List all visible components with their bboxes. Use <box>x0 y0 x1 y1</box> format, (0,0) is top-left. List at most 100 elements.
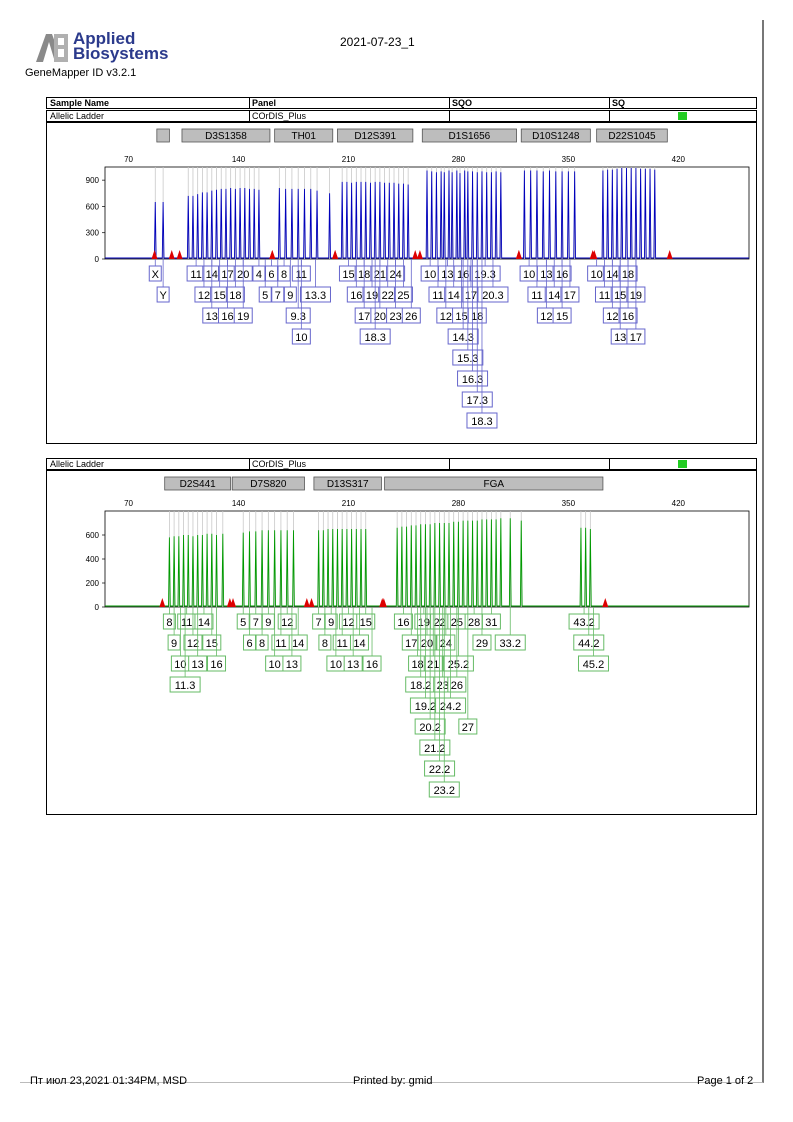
allele-label: 13 <box>441 269 453 281</box>
allele-label-box <box>447 676 467 693</box>
x-tick-label: 420 <box>672 155 686 164</box>
allele-label-box <box>457 370 489 387</box>
allele-label-box <box>573 634 605 651</box>
allele-label: 9 <box>287 290 293 302</box>
electropherogram-2: D2S441 D7S820 D13S317 FGA 70 140 210 280 350 420 0… <box>86 476 750 798</box>
allele-label-box <box>299 286 331 303</box>
allele-label-box <box>414 718 446 735</box>
allele-label: 43.2 <box>573 617 594 629</box>
allele-label: 13.3 <box>305 290 326 302</box>
y-tick-label: 900 <box>86 176 100 185</box>
allele-label: 45.2 <box>583 659 604 671</box>
allele-label: 10 <box>330 659 342 671</box>
marker-label: D3S1358 <box>205 131 247 142</box>
allele-label-box <box>282 655 302 672</box>
allele-label: 23.2 <box>434 785 455 797</box>
allele-label-box <box>494 634 526 651</box>
allele-label: 7 <box>316 617 322 629</box>
allele-label: 11 <box>336 638 347 650</box>
artifact-marker <box>159 598 166 607</box>
allele-label: 25 <box>397 290 409 302</box>
y-tick-label: 600 <box>86 202 100 211</box>
allele-label-box <box>417 634 437 651</box>
allele-label: 20 <box>421 638 433 650</box>
allele-label: 12 <box>187 638 199 650</box>
allele-label-box <box>552 307 572 324</box>
col-sample-name: Sample Name <box>50 98 110 108</box>
allele-label: 18.3 <box>471 416 492 428</box>
artifact-marker <box>168 250 175 259</box>
allele-label-box <box>194 613 214 630</box>
allele-label: 8 <box>281 269 287 281</box>
allele-label: 31 <box>485 617 497 629</box>
allele-label: 29 <box>476 638 488 650</box>
allele-label: 25.2 <box>448 659 469 671</box>
allele-label: X <box>152 269 160 281</box>
allele-label: 24.2 <box>440 701 461 713</box>
allele-label: 15.3 <box>457 353 478 365</box>
allele-label: 12 <box>281 617 293 629</box>
artifact-marker <box>666 250 673 259</box>
marker-box <box>164 476 232 491</box>
footer-timestamp: Пт июл 23,2021 01:34PM, MSD <box>30 1075 188 1087</box>
allele-label-box <box>393 613 413 630</box>
artifact-marker <box>515 250 522 259</box>
allele-label: 16 <box>221 311 233 323</box>
allele-label-box <box>156 286 170 303</box>
allele-label: 33.2 <box>500 638 521 650</box>
artifact-marker <box>176 250 183 259</box>
allele-label: 9 <box>328 617 334 629</box>
allele-label: 18.3 <box>364 332 385 344</box>
allele-label-box <box>233 307 253 324</box>
page-frame <box>20 20 764 1083</box>
allele-label-box <box>225 286 245 303</box>
marker-label: D2S441 <box>180 479 217 490</box>
artifact-marker <box>416 250 423 259</box>
allele-label: 19 <box>366 290 378 302</box>
allele-label: 16 <box>622 311 634 323</box>
allele-label-box <box>428 781 460 798</box>
allele-label: 26 <box>405 311 417 323</box>
marker-box <box>421 128 517 143</box>
allele-label: 27 <box>462 722 474 734</box>
allele-label-box <box>271 286 285 303</box>
footer-printed-by: Printed by: gmid <box>353 1075 433 1087</box>
allele-label-box <box>424 760 456 777</box>
sq-indicator <box>678 112 687 120</box>
allele-label: 11 <box>190 269 201 281</box>
x-tick-label: 140 <box>232 499 246 508</box>
allele-label-box <box>458 718 478 735</box>
allele-label: 23 <box>437 680 449 692</box>
x-tick-label: 70 <box>124 155 133 164</box>
allele-label: 17 <box>465 290 477 302</box>
allele-label: 12 <box>198 290 210 302</box>
allele-label: 16 <box>210 659 222 671</box>
x-tick-label: 210 <box>342 499 356 508</box>
allele-label-box <box>568 613 600 630</box>
allele-label: 18 <box>411 659 423 671</box>
allele-label: 26 <box>451 680 463 692</box>
allele-label: 14 <box>198 617 210 629</box>
allele-label-box <box>318 634 332 651</box>
artifact-marker <box>303 598 310 607</box>
allele-label: 10 <box>523 269 535 281</box>
x-tick-label: 350 <box>562 155 576 164</box>
artifact-marker <box>602 598 609 607</box>
electropherogram-panel-2: D2S441 D7S820 D13S317 FGA 70 140 210 280 350 420 0… <box>46 470 757 815</box>
allele-label: 12 <box>342 617 354 629</box>
marker-label: D22S1045 <box>608 131 656 142</box>
allele-label: Y <box>159 290 167 302</box>
allele-label: 17 <box>405 638 417 650</box>
allele-label: 4 <box>256 269 262 281</box>
allele-label: 10 <box>591 269 603 281</box>
allele-label-box <box>401 307 421 324</box>
allele-label: 21.2 <box>424 743 445 755</box>
allele-label: 5 <box>262 290 268 302</box>
marker-box <box>313 476 382 491</box>
allele-label-box <box>435 697 467 714</box>
allele-label: 21 <box>427 659 439 671</box>
allele-label: 15 <box>556 311 568 323</box>
sample-row-1: Allelic Ladder COrDIS_Plus <box>46 110 757 122</box>
x-tick-label: 70 <box>124 499 133 508</box>
artifact-marker <box>591 250 598 259</box>
